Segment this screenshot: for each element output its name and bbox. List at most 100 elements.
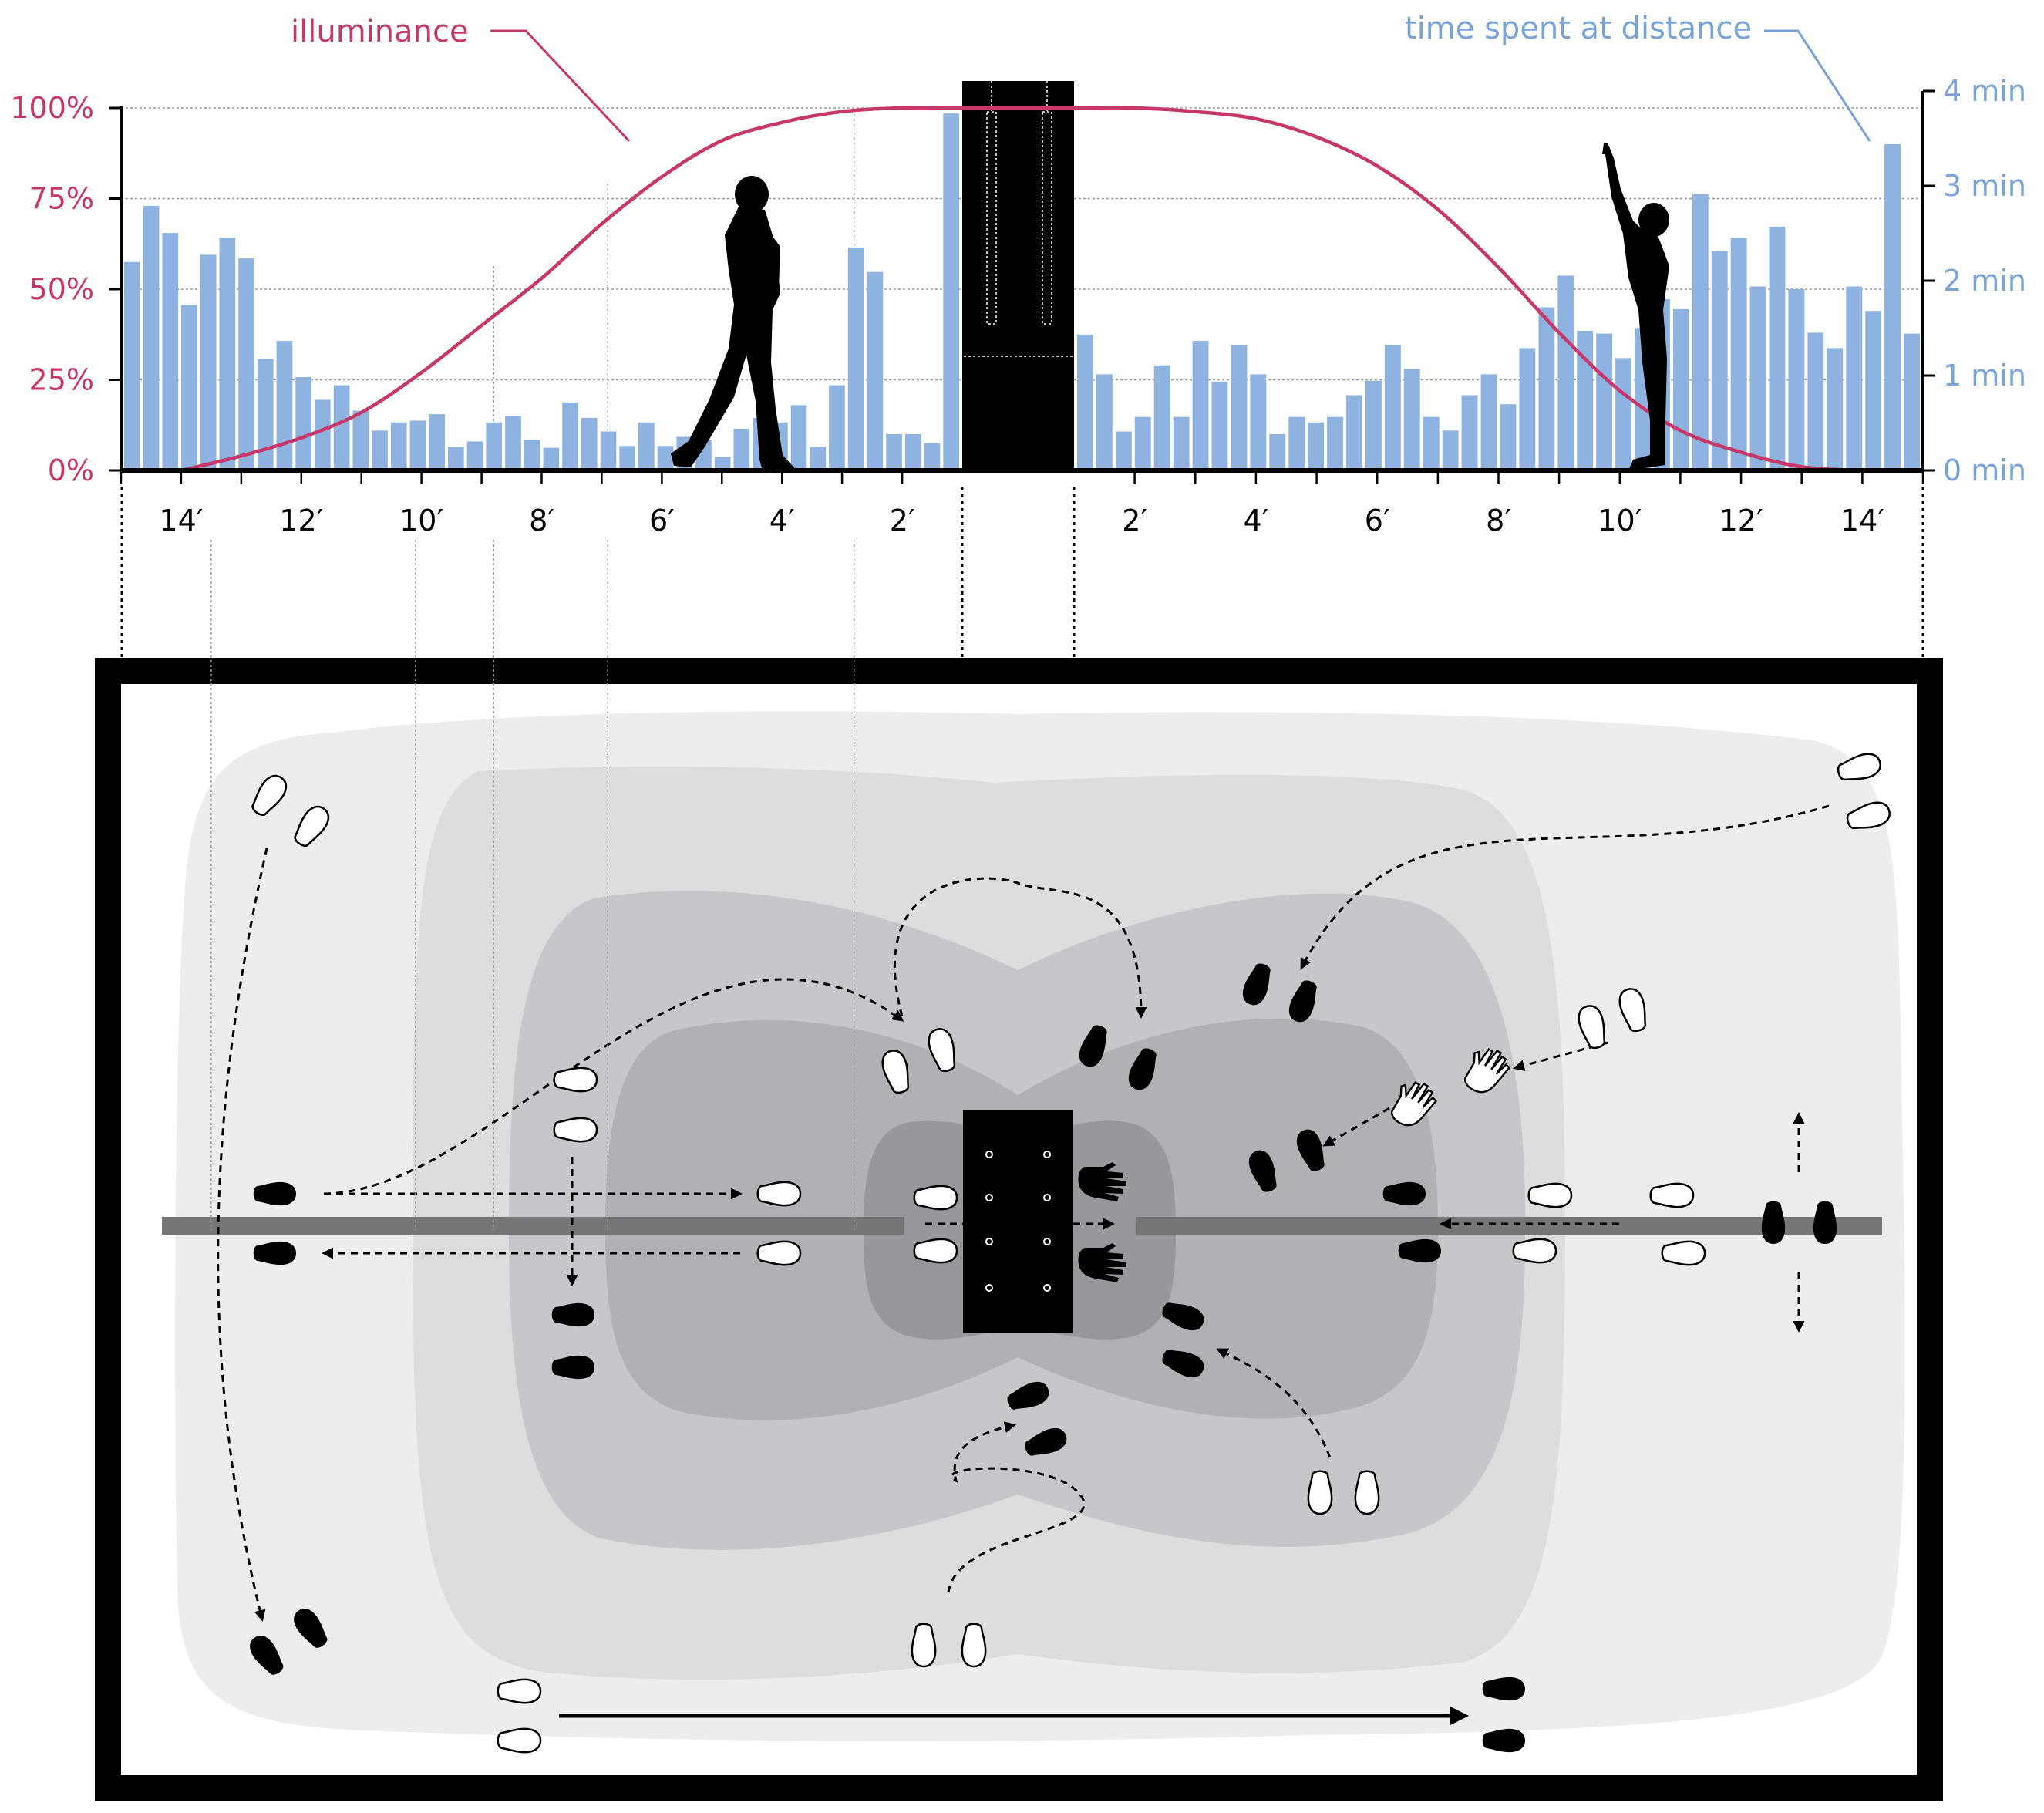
time-bar <box>1192 341 1209 470</box>
y-left-tick-label: 0% <box>48 453 94 487</box>
time-bar <box>200 254 217 470</box>
walk-path-left <box>162 1217 904 1235</box>
time-bar <box>1173 416 1190 470</box>
time-bar <box>143 205 160 470</box>
footprint <box>756 1181 802 1207</box>
x-tick-label: 10′ <box>1598 504 1642 537</box>
x-tick-label: 2′ <box>1122 504 1147 537</box>
time-bar <box>390 422 407 470</box>
central-object-chart <box>962 81 1074 470</box>
time-bar <box>1327 416 1343 470</box>
time-bar <box>162 233 179 470</box>
object-sensor-dots <box>985 1151 1051 1292</box>
time-bar <box>829 385 845 470</box>
x-tick-label: 14′ <box>159 504 203 537</box>
footprint <box>553 1067 598 1093</box>
time-bars-right <box>1077 144 1920 471</box>
time-bar <box>181 305 197 470</box>
time-bar <box>886 434 902 470</box>
y-left-tick-label: 100% <box>10 91 94 125</box>
time-bar <box>486 422 503 470</box>
y-left-tick-label: 25% <box>29 363 94 397</box>
time-bar <box>1461 395 1478 470</box>
chart-plan-connectors <box>120 487 1924 1230</box>
time-bar <box>1672 308 1689 470</box>
time-bar <box>581 417 598 470</box>
time-bar <box>276 341 293 470</box>
footprint <box>913 1185 958 1211</box>
y-right-tick-label: 0 min <box>1943 453 2026 487</box>
time-bar <box>1827 348 1844 470</box>
footprint <box>553 1117 598 1143</box>
distance-chart: 0% 25% 50% 75% 100% 0 min 1 min 2 min 3 min 4 mi… <box>10 11 2026 537</box>
time-bar <box>1134 416 1151 470</box>
time-bar <box>429 414 445 470</box>
time-bar <box>238 258 254 470</box>
central-object-plan <box>963 1110 1073 1333</box>
walk-path-right <box>1136 1217 1882 1235</box>
time-bar <box>1231 345 1248 470</box>
time-bar <box>714 457 731 470</box>
y-left-tick-label: 75% <box>29 182 94 216</box>
x-tick-label: 8′ <box>1486 504 1511 537</box>
time-bar <box>1615 358 1631 470</box>
footprint <box>913 1238 958 1264</box>
central-object-detail <box>964 81 1073 357</box>
time-bar <box>1596 333 1613 470</box>
y-axis-right-ticks: 0 min 1 min 2 min 3 min 4 min <box>1923 74 2026 487</box>
time-bar <box>1077 334 1093 471</box>
legend-illuminance: illuminance <box>291 14 469 49</box>
time-bar <box>1846 286 1863 470</box>
time-bar <box>657 446 674 470</box>
time-bar <box>638 422 655 470</box>
time-bar <box>1269 434 1286 470</box>
time-bar <box>1557 275 1574 470</box>
y-right-tick-label: 2 min <box>1943 264 2026 298</box>
footprint <box>911 1623 937 1668</box>
footprint <box>1307 1470 1333 1515</box>
x-axis-ticks: 14′ 12′ 10′ 8′ 6′ 4′ 2′ 2′ 4′ 6′ 8′ 10′ 12′ 14′ <box>120 470 1924 537</box>
time-bar <box>1538 307 1555 470</box>
time-bar <box>733 429 750 470</box>
path-arrows <box>217 804 1830 1622</box>
time-bar <box>1115 431 1132 470</box>
time-bar <box>1769 226 1786 470</box>
time-bar <box>1884 144 1901 470</box>
time-bar <box>1442 430 1459 470</box>
time-bar <box>600 431 617 470</box>
x-tick-label: 10′ <box>399 504 443 537</box>
time-bar <box>1904 333 1920 470</box>
time-bar <box>372 430 388 470</box>
footprint <box>961 1623 987 1668</box>
time-bar <box>1519 348 1536 470</box>
time-bar <box>1577 331 1594 470</box>
time-bar <box>1211 381 1228 470</box>
time-bar <box>1153 365 1170 470</box>
time-bar <box>1365 380 1382 470</box>
time-bar <box>847 247 864 470</box>
floor-plan <box>95 658 1943 1801</box>
time-bar <box>295 377 311 470</box>
time-bar <box>315 399 331 470</box>
time-bar <box>1384 345 1401 470</box>
time-bar <box>1096 374 1113 470</box>
x-tick-label: 4′ <box>769 504 795 537</box>
x-tick-label: 6′ <box>1365 504 1390 537</box>
x-tick-label: 4′ <box>1243 504 1268 537</box>
y-right-tick-label: 1 min <box>1943 359 2026 393</box>
time-bar <box>124 261 140 471</box>
time-bar <box>524 440 540 470</box>
time-bar <box>790 405 807 470</box>
time-bar <box>867 271 884 470</box>
y-left-tick-label: 50% <box>29 272 94 306</box>
legend-time: time spent at distance <box>1405 11 1752 46</box>
time-bar <box>1480 374 1497 470</box>
time-bar <box>1250 374 1267 470</box>
time-bar <box>1749 286 1766 470</box>
time-bar <box>466 441 483 470</box>
x-tick-label: 12′ <box>279 504 323 537</box>
time-bar <box>1308 422 1325 470</box>
time-bar <box>1730 238 1747 470</box>
time-bar <box>1788 289 1805 470</box>
time-bar <box>1346 395 1362 470</box>
